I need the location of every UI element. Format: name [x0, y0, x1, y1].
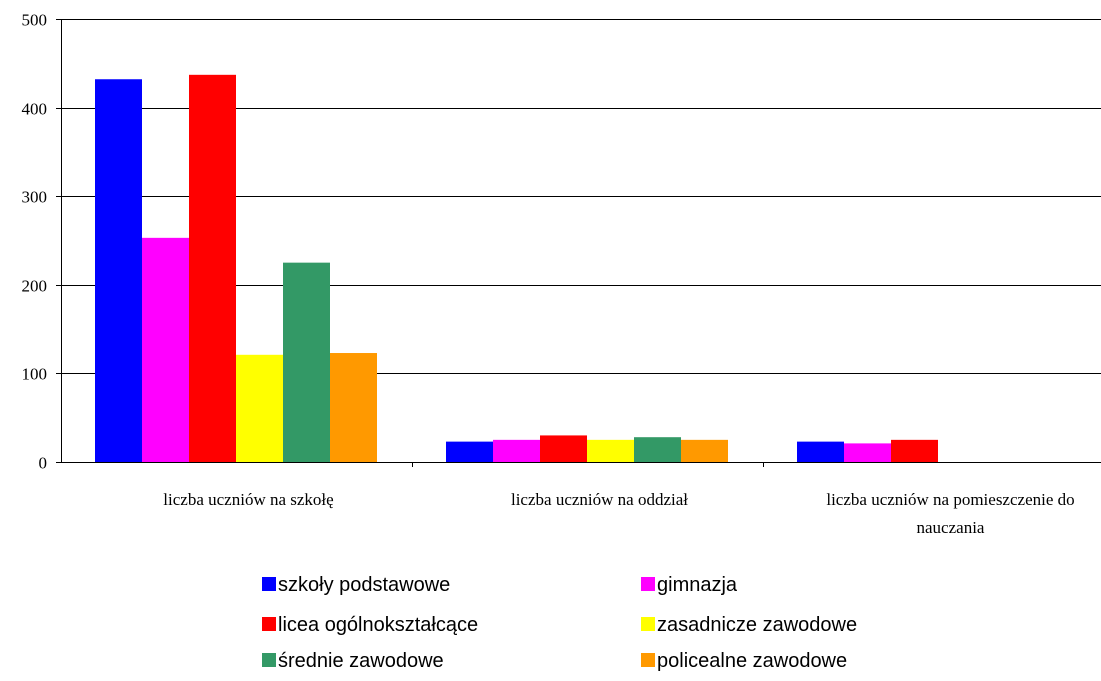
legend: szkoły podstawowe gimnazja licea ogólnoksz… [262, 574, 857, 672]
legend-label: gimnazja [657, 574, 738, 596]
legend-label: średnie zawodowe [278, 650, 444, 672]
category-labels: liczba uczniów na szkołę liczba uczniów n… [163, 490, 1074, 537]
bar [95, 79, 142, 463]
bar [189, 74, 236, 463]
legend-swatch [262, 617, 276, 631]
legend-swatch [641, 653, 655, 667]
y-tick-label: 300 [22, 188, 48, 207]
x-category-label: liczba uczniów na oddział [511, 490, 688, 509]
x-category-label: liczba uczniów na szkołę [163, 490, 333, 509]
bar [540, 435, 587, 462]
bar [844, 443, 891, 462]
legend-swatch [262, 577, 276, 591]
bar [283, 262, 330, 462]
bar [634, 437, 681, 462]
legend-label: zasadnicze zawodowe [657, 614, 857, 636]
bar [587, 439, 634, 462]
bar [236, 354, 283, 462]
y-tick-label: 0 [39, 454, 48, 473]
x-category-label: liczba uczniów na pomieszczenie do [826, 490, 1074, 509]
bar [142, 237, 189, 462]
y-tick-label: 100 [22, 365, 48, 384]
bar [797, 441, 844, 462]
y-tick-label: 200 [22, 277, 48, 296]
y-tick-label: 500 [22, 11, 48, 30]
legend-label: licea ogólnokształcące [278, 614, 478, 636]
bar [681, 439, 728, 462]
y-axis-ticks: 0 100 200 300 400 500 [22, 11, 61, 473]
bars [95, 74, 938, 463]
y-tick-label: 400 [22, 100, 48, 119]
legend-swatch [262, 653, 276, 667]
legend-swatch [641, 617, 655, 631]
legend-label: policealne zawodowe [657, 650, 847, 672]
bar [493, 439, 540, 462]
legend-swatch [641, 577, 655, 591]
x-category-label: nauczania [917, 518, 985, 537]
bar [330, 353, 377, 462]
legend-label: szkoły podstawowe [278, 574, 450, 596]
bar [446, 441, 493, 462]
axes [61, 19, 1101, 467]
bar [891, 439, 938, 462]
